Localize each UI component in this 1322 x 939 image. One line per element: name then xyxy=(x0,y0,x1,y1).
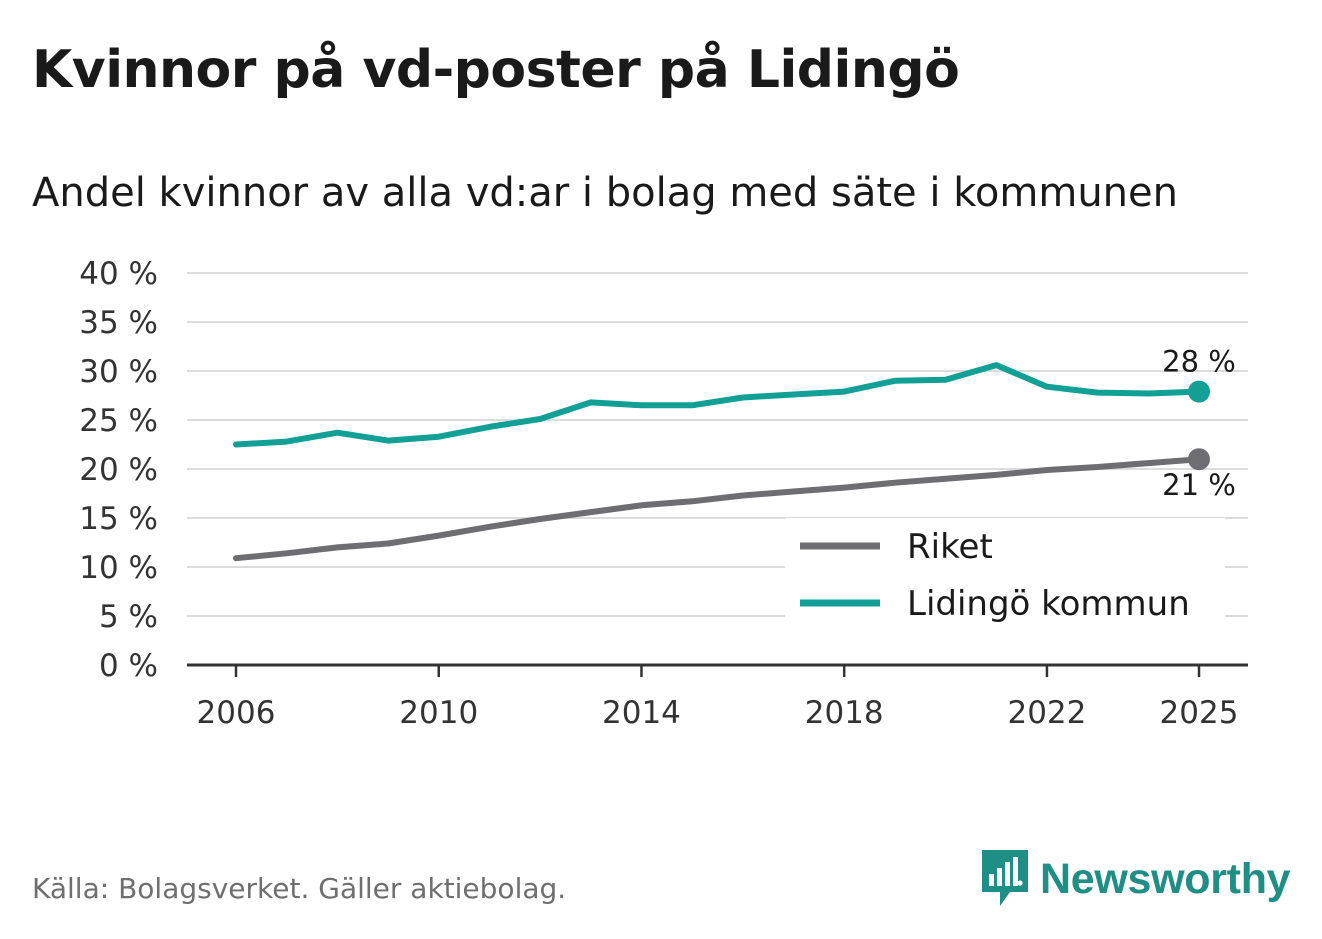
brand-name: Newsworthy xyxy=(1040,854,1291,903)
chart-subtitle: Andel kvinnor av alla vd:ar i bolag med … xyxy=(32,170,1178,216)
brand-logo: Newsworthy xyxy=(980,848,1291,910)
y-tick-label: 35 % xyxy=(79,305,158,341)
end-label-2: 28 % xyxy=(1162,345,1236,379)
chart-title: Kvinnor på vd-poster på Lidingö xyxy=(32,40,960,100)
x-tick-label: 2006 xyxy=(197,695,276,731)
series-end-point-1 xyxy=(1188,448,1210,471)
y-tick-label: 5 % xyxy=(99,599,158,635)
y-tick-label: 20 % xyxy=(79,452,158,488)
y-tick-label: 25 % xyxy=(79,403,158,439)
source-note: Källa: Bolagsverket. Gäller aktiebolag. xyxy=(32,872,567,905)
y-tick-label: 0 % xyxy=(99,648,158,684)
x-tick-label: 2025 xyxy=(1160,695,1239,731)
legend-background xyxy=(785,518,1225,630)
y-tick-label: 40 % xyxy=(79,256,158,292)
line-chart: 0 %5 %10 %15 %20 %25 %30 %35 %40 % 2006 2… xyxy=(79,256,1248,731)
series-line-2 xyxy=(233,362,1202,448)
x-tick-label: 2014 xyxy=(602,695,681,731)
legend: Riket Lidingö kommun xyxy=(785,518,1225,630)
series-line-1 xyxy=(233,456,1202,562)
end-labels: 21 % 28 % xyxy=(1162,345,1236,503)
legend-label-1: Riket xyxy=(907,527,993,567)
y-tick-label: 15 % xyxy=(79,501,158,537)
series-end-point-2 xyxy=(1188,380,1210,403)
y-tick-label: 30 % xyxy=(79,354,158,390)
series-lines xyxy=(233,362,1210,562)
end-label-1: 21 % xyxy=(1162,468,1236,502)
x-tick-label: 2022 xyxy=(1007,695,1086,731)
y-tick-label: 10 % xyxy=(79,550,158,586)
y-axis-tick-labels: 0 % 5 % 10 % 15 % 20 % 25 % 30 % 35 % 40 % xyxy=(79,256,158,684)
legend-label-2: Lidingö kommun xyxy=(907,584,1190,624)
x-tick-label: 2018 xyxy=(805,695,884,731)
x-tick-label: 2010 xyxy=(399,695,478,731)
newsworthy-logo-icon xyxy=(982,850,1028,906)
x-axis: 2006 2010 2014 2018 2022 2025 xyxy=(187,663,1248,731)
